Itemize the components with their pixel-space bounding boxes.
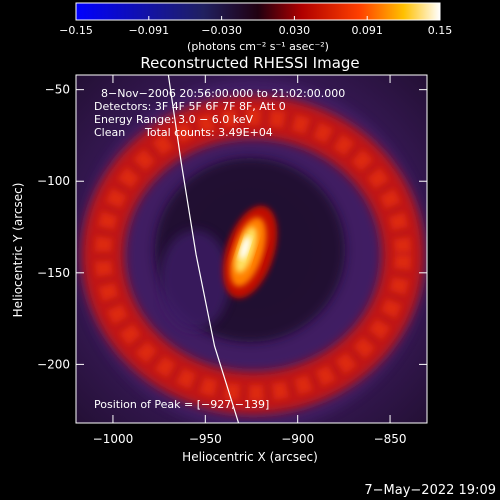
colorbar (75, 2, 441, 21)
colorbar-tick-label: 0.15 (428, 24, 453, 37)
plot-frame (75, 74, 428, 424)
x-tick-label: −950 (189, 432, 222, 446)
annotation-peak: Position of Peak = [−927,−139] (94, 398, 269, 411)
colorbar-unit-label: (photons cm⁻² s⁻¹ asec⁻²) (187, 40, 329, 53)
y-tick-label: −200 (37, 357, 70, 371)
x-tick-label: −1000 (93, 432, 134, 446)
heatmap-image (76, 75, 427, 423)
colorbar-tick-label: 0.091 (351, 24, 383, 37)
colorbar-tick-label: 0.030 (279, 24, 311, 37)
annotation-method: Clean (94, 126, 125, 139)
y-tick-label: −100 (37, 174, 70, 188)
y-tick-label: −150 (37, 266, 70, 280)
x-tick-label: −850 (374, 432, 407, 446)
colorbar-tick-label: −0.091 (128, 24, 169, 37)
annotation-energy: Energy Range: 3.0 − 6.0 keV (94, 113, 254, 126)
annotation-detectors: Detectors: 3F 4F 5F 6F 7F 8F, Att 0 (94, 100, 286, 113)
y-tick-label: −50 (45, 83, 70, 97)
footer-timestamp: 7−May−2022 19:09 (364, 483, 496, 498)
annotation-counts: Total counts: 3.49E+04 (144, 126, 273, 139)
x-tick-label: −900 (281, 432, 314, 446)
y-axis-label: Heliocentric Y (arcsec) (11, 183, 25, 318)
annotation-time: 8−Nov−2006 20:56:00.000 to 21:02:00.000 (101, 87, 345, 100)
solar-limb-line (167, 75, 240, 423)
colorbar-ticks: −0.15 −0.091 −0.030 0.030 0.091 0.15 (59, 16, 452, 37)
chart-title: Reconstructed RHESSI Image (140, 54, 359, 72)
colorbar-tick-label: −0.15 (59, 24, 93, 37)
axis-ticks: −1000 −950 −900 −850 −50 −100 −150 −200 (37, 75, 427, 446)
x-axis-label: Heliocentric X (arcsec) (182, 450, 318, 464)
colorbar-tick-label: −0.030 (201, 24, 242, 37)
